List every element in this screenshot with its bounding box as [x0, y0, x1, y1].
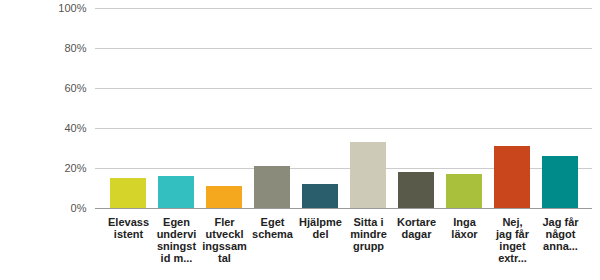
svg-text:Egenundervisningstid m...: Egenundervisningstid m...	[157, 216, 197, 264]
svg-text:0%: 0%	[71, 202, 87, 214]
svg-text:20%: 20%	[64, 162, 86, 174]
svg-text:80%: 80%	[64, 42, 86, 54]
svg-text:Ingaläxor: Ingaläxor	[451, 216, 478, 240]
svg-text:Elevassistent: Elevassistent	[108, 216, 149, 240]
svg-text:Kortaredagar: Kortaredagar	[397, 216, 436, 240]
svg-text:100%: 100%	[58, 2, 86, 14]
svg-text:60%: 60%	[64, 82, 86, 94]
svg-text:Flerutvecklingssamtal: Flerutvecklingssamtal	[202, 216, 247, 264]
svg-text:Sitta imindregrupp: Sitta imindregrupp	[350, 216, 387, 252]
svg-text:Hjälpmedel: Hjälpmedel	[299, 216, 342, 240]
svg-text:Jag fårnågotanna...: Jag fårnågotanna...	[542, 216, 579, 252]
svg-text:Egetschema: Egetschema	[252, 216, 294, 240]
svg-text:40%: 40%	[64, 122, 86, 134]
svg-text:Nej,jag fåringetextr...: Nej,jag fåringetextr...	[495, 216, 530, 264]
